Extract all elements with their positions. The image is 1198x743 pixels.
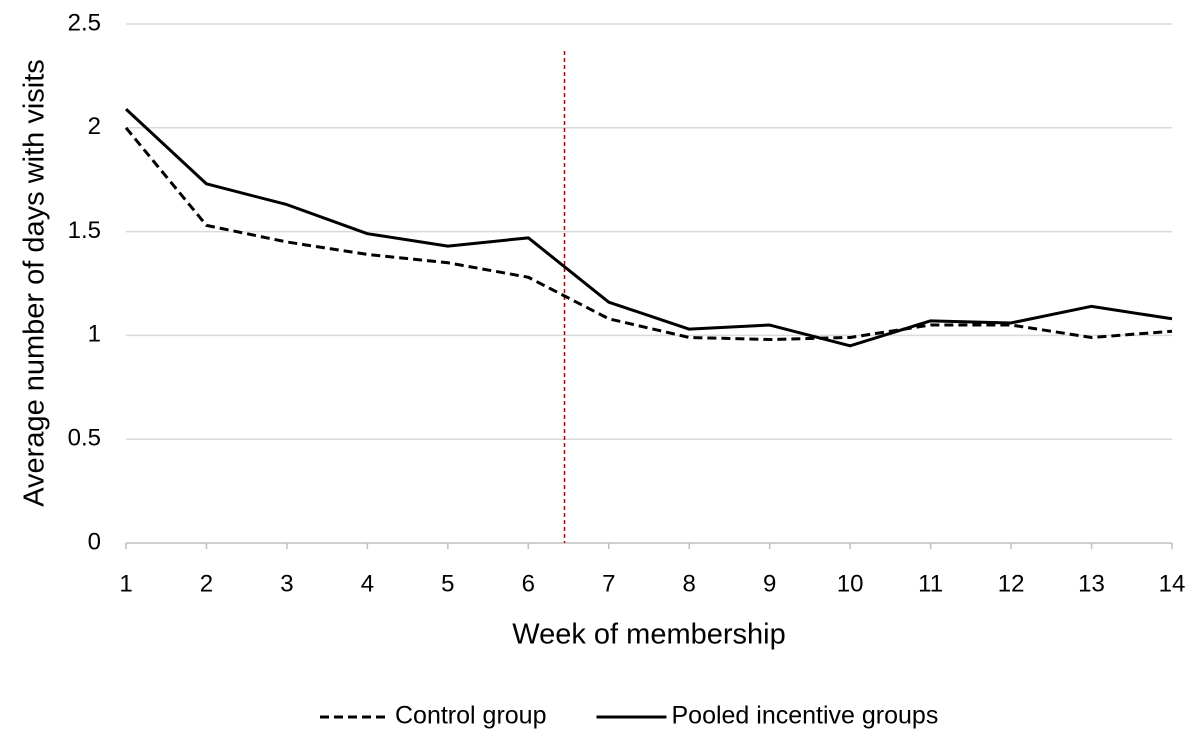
x-tick-label: 2 — [200, 570, 213, 597]
x-tick-label: 4 — [361, 570, 374, 597]
x-tick-label: 10 — [837, 570, 864, 597]
series-line — [124, 126, 1173, 342]
x-axis-title: Week of membership — [512, 619, 785, 651]
y-tick-label: 0.5 — [68, 425, 101, 452]
series-line — [124, 108, 1173, 348]
x-tick-label: 3 — [280, 570, 293, 597]
x-tick-label: 6 — [522, 570, 535, 597]
y-tick-label: 1.5 — [68, 217, 101, 244]
legend-label: Control group — [395, 702, 546, 730]
y-tick-label: 0 — [88, 528, 101, 555]
x-tick-label: 7 — [602, 570, 615, 597]
x-tick-label: 5 — [441, 570, 454, 597]
x-tick-label: 13 — [1078, 570, 1105, 597]
y-tick-label: 1 — [88, 321, 101, 348]
y-axis-title: Average number of days with visits — [19, 59, 51, 507]
y-tick-label: 2 — [88, 113, 101, 140]
x-tick-label: 12 — [998, 570, 1025, 597]
x-tick-label: 9 — [763, 570, 776, 597]
x-tick-label: 14 — [1159, 570, 1186, 597]
x-tick-label: 1 — [119, 570, 132, 597]
y-tick-label: 2.5 — [68, 9, 101, 36]
x-tick-label: 8 — [683, 570, 696, 597]
legend-label: Pooled incentive groups — [671, 702, 938, 730]
x-tick-label: 11 — [918, 570, 943, 597]
